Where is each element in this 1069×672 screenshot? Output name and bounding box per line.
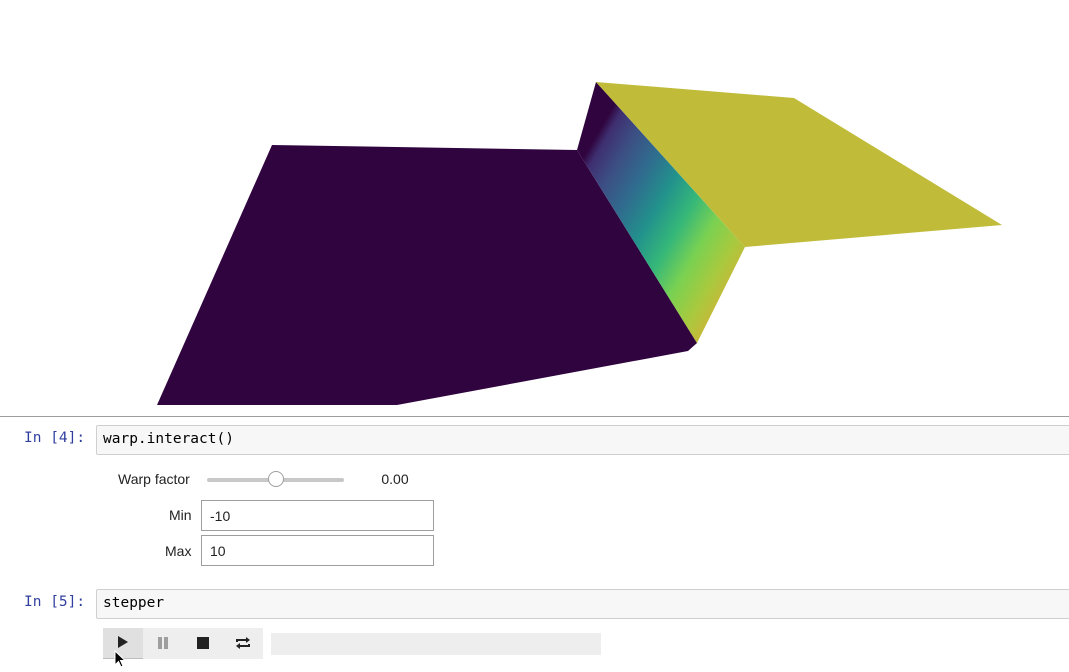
max-label: Max (165, 543, 192, 559)
progress-bar (271, 633, 601, 655)
cell-prompt: In [4]: (24, 430, 86, 446)
stop-icon (197, 634, 209, 653)
pause-button[interactable] (143, 628, 183, 659)
slider-handle[interactable] (268, 471, 284, 487)
warp-factor-label: Warp factor (118, 471, 190, 487)
3d-render-output[interactable] (0, 0, 1069, 405)
code-input[interactable]: warp.interact() (96, 425, 1069, 455)
transition-slope (577, 82, 745, 343)
loop-button[interactable] (223, 628, 263, 659)
min-input[interactable] (201, 500, 434, 531)
cell-divider (0, 416, 1069, 417)
low-plateau (157, 145, 697, 405)
warp-factor-value: 0.00 (381, 471, 409, 487)
play-icon (117, 634, 129, 653)
code-input[interactable]: stepper (96, 589, 1069, 619)
repeat-icon (235, 634, 251, 653)
mouse-cursor-icon (114, 649, 127, 672)
pause-icon (157, 634, 169, 653)
player-controls (103, 628, 263, 659)
stop-button[interactable] (183, 628, 223, 659)
cell-prompt: In [5]: (24, 594, 86, 610)
play-button[interactable] (103, 628, 143, 659)
max-input[interactable] (201, 535, 434, 566)
high-plateau (596, 82, 1002, 247)
min-label: Min (169, 507, 192, 523)
